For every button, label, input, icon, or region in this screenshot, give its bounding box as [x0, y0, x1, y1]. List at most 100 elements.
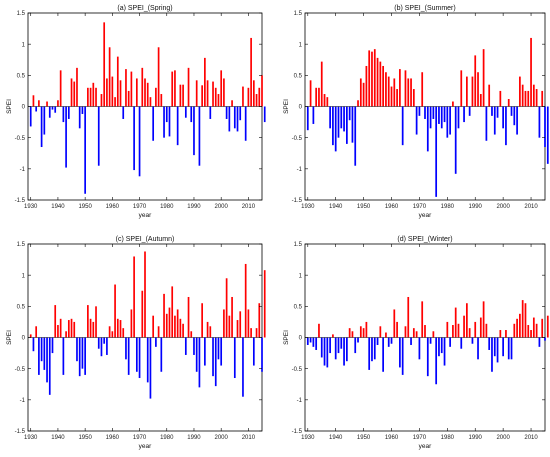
x-tick-label: 1950: [78, 204, 92, 210]
bar-2002: [507, 99, 510, 107]
bar-1953: [92, 82, 95, 107]
bar-1958: [106, 337, 108, 355]
bar-1981: [449, 337, 451, 347]
bar-1964: [401, 106, 404, 146]
bar-1958: [106, 78, 108, 107]
bar-1999: [217, 337, 220, 360]
bar-1997: [493, 106, 496, 135]
y-axis-label: SPEI: [6, 330, 13, 345]
x-axis-label: year: [419, 443, 432, 450]
bar-1946: [73, 81, 76, 107]
bar-1991: [195, 80, 198, 107]
bar-1987: [466, 76, 468, 107]
bar-1956: [100, 337, 103, 357]
y-tick-label: -1.5: [292, 198, 303, 204]
bar-1957: [382, 337, 384, 372]
bar-1939: [54, 305, 57, 338]
bar-2007: [239, 311, 242, 338]
y-tick-label: -0.5: [292, 367, 303, 373]
bar-1948: [78, 337, 81, 377]
bar-2016: [263, 106, 266, 123]
bar-2012: [535, 89, 538, 107]
bar-1952: [89, 318, 92, 338]
bar-1984: [176, 309, 179, 338]
bar-2000: [502, 106, 504, 129]
y-axis-label: SPEI: [283, 99, 290, 114]
bar-1948: [357, 100, 359, 107]
bar-1984: [176, 106, 179, 146]
bar-1978: [160, 337, 163, 372]
bar-1994: [204, 57, 206, 107]
bar-1939: [332, 106, 334, 146]
bar-1986: [463, 315, 465, 338]
bar-1945: [70, 78, 73, 107]
bar-1957: [103, 22, 106, 107]
bar-2013: [538, 337, 541, 347]
x-axis-label: year: [139, 212, 152, 219]
bar-1972: [144, 251, 146, 338]
x-tick-label: 1960: [385, 204, 399, 210]
bar-1994: [485, 323, 488, 338]
bar-1936: [323, 94, 326, 107]
x-tick-label: 2010: [242, 204, 256, 210]
bar-2002: [225, 278, 228, 338]
bar-2010: [247, 87, 250, 107]
bar-2007: [239, 106, 242, 121]
bar-1931: [32, 337, 35, 352]
bar-1937: [326, 337, 329, 368]
bar-1938: [329, 337, 331, 354]
bar-1942: [62, 337, 65, 375]
bar-1967: [410, 337, 412, 345]
bar-1985: [460, 70, 463, 107]
bar-1978: [440, 106, 443, 129]
bar-1977: [157, 47, 160, 107]
bar-1999: [499, 90, 502, 107]
bar-1944: [346, 106, 348, 144]
bar-1988: [187, 296, 190, 338]
bar-2008: [524, 303, 527, 338]
bar-1972: [144, 78, 146, 107]
bar-1937: [326, 97, 329, 107]
bar-1955: [376, 57, 379, 107]
bar-2009: [244, 263, 247, 338]
bar-1933: [315, 87, 318, 107]
bar-1978: [160, 94, 163, 107]
bar-1992: [479, 317, 482, 338]
bar-1946: [351, 331, 354, 338]
bar-1932: [312, 337, 315, 347]
bar-2001: [223, 309, 225, 338]
bar-1950: [362, 328, 365, 338]
bar-1999: [499, 330, 502, 338]
bar-1934: [40, 106, 43, 148]
bar-1943: [65, 331, 67, 338]
bar-1986: [463, 106, 465, 123]
bar-1996: [209, 106, 212, 119]
bar-1982: [452, 101, 454, 107]
bar-2016: [263, 270, 266, 338]
bar-1982: [171, 71, 174, 107]
chart-title: (a) SPEI_(Spring): [117, 5, 172, 12]
x-tick-label: 2000: [215, 435, 229, 441]
x-tick-label: 1950: [78, 435, 92, 441]
bar-2009: [527, 325, 530, 338]
bar-1951: [365, 321, 368, 338]
bar-1981: [168, 106, 171, 137]
bar-1940: [334, 106, 337, 152]
bar-2006: [236, 106, 239, 132]
bar-1961: [114, 97, 116, 107]
bar-1982: [171, 286, 174, 338]
bar-1931: [309, 80, 312, 107]
bar-1952: [89, 87, 92, 107]
bar-1961: [114, 284, 116, 338]
x-tick-label: 1960: [106, 435, 120, 441]
bar-1965: [125, 337, 127, 360]
bar-1975: [432, 106, 435, 119]
bar-1947: [354, 106, 357, 166]
bar-1975: [152, 315, 155, 338]
bar-2016: [546, 106, 549, 164]
bar-1957: [103, 337, 106, 344]
bar-1998: [496, 106, 499, 118]
bar-1993: [482, 49, 485, 107]
bar-2003: [510, 106, 513, 116]
x-tick-label: 1980: [441, 435, 455, 441]
